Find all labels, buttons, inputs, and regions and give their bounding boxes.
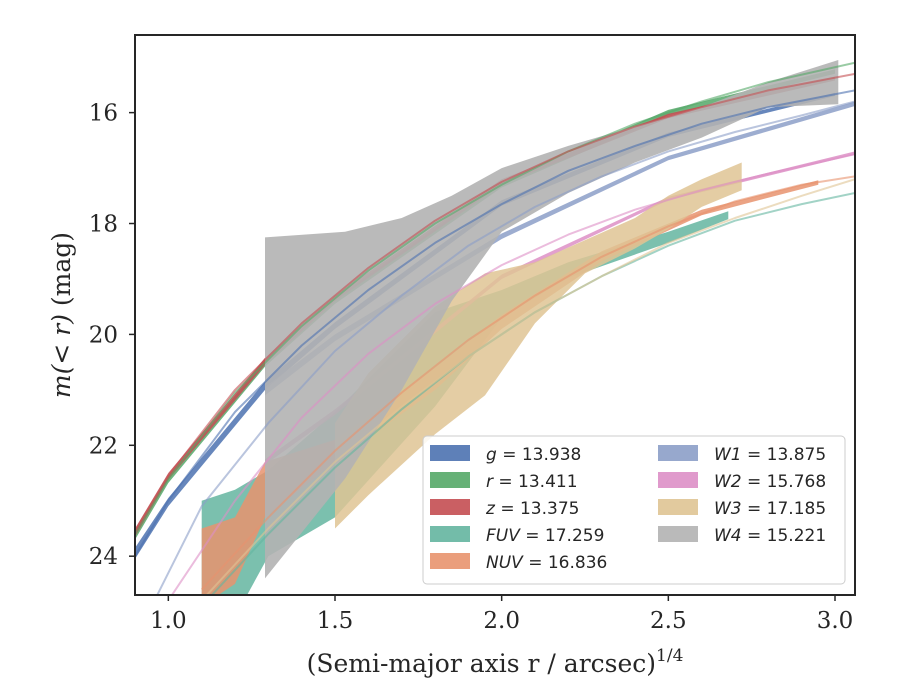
x-axis-label-text: (Semi-major axis r / arcsec) [307, 649, 656, 678]
x-tick-label: 1.5 [317, 608, 354, 634]
y-tick-label: 20 [89, 322, 118, 348]
model-curve-r [135, 61, 855, 535]
x-tick-label: 2.5 [650, 608, 687, 634]
legend: g = 13.938 r = 13.411 z = 13.375 FUV = 17.2… [422, 435, 846, 585]
y-axis-label-unit: (mag) [47, 232, 76, 314]
legend-label-w2: W2 = 15.768 [714, 472, 826, 492]
legend-label-nuv: NUV = 16.836 [486, 553, 607, 573]
legend-swatch-w1 [658, 445, 698, 461]
band-fuv [201, 211, 729, 595]
model-curve-nuv [200, 175, 855, 591]
x-tick-label: 2.0 [483, 608, 520, 634]
legend-label-w4: W4 = 15.221 [714, 526, 826, 546]
legend-label-fuv: FUV = 17.259 [486, 526, 604, 546]
legend-swatch-w4 [658, 526, 698, 542]
legend-label-z: z = 13.375 [485, 499, 579, 519]
plot-frame [134, 34, 856, 596]
y-tick-label: 18 [89, 212, 118, 238]
y-axis-label-symbol: m(< r) [47, 314, 76, 398]
legend-swatch-g [430, 445, 470, 461]
legend-frame [422, 435, 846, 585]
y-tick-label: 16 [89, 101, 118, 127]
legend-entries: g = 13.938 r = 13.411 z = 13.375 FUV = 17.2… [430, 445, 826, 573]
y-axis-label: m(< r) (mag) [47, 232, 76, 398]
legend-label-r: r = 13.411 [486, 472, 578, 492]
y-tick-label: 24 [89, 544, 118, 570]
legend-swatch-z [430, 499, 470, 515]
x-tick-label: 1.0 [150, 608, 187, 634]
band-w4 [265, 60, 839, 579]
series-layer [135, 60, 855, 595]
legend-swatch-w2 [658, 472, 698, 488]
legend-swatch-r [430, 472, 470, 488]
model-curve-w2 [170, 153, 855, 595]
model-curve-w1 [156, 100, 855, 595]
x-axis-label: (Semi-major axis r / arcsec)1/4 [307, 646, 684, 678]
legend-swatch-w3 [658, 499, 698, 515]
ticks-layer: 1.0 1.5 2.0 2.5 3.0 16 18 20 22 24 [89, 101, 854, 634]
x-axis-label-power: 1/4 [656, 646, 683, 666]
x-tick-label: 3.0 [817, 608, 854, 634]
legend-label-w1: W1 = 13.875 [714, 445, 826, 465]
legend-swatch-nuv [430, 553, 470, 569]
model-curve-z [135, 72, 855, 532]
model-curve-w3 [205, 178, 855, 595]
legend-label-g: g = 13.938 [486, 445, 581, 465]
y-tick-label: 22 [89, 433, 118, 459]
model-curve-g [135, 89, 855, 557]
legend-swatch-fuv [430, 526, 470, 542]
legend-label-w3: W3 = 17.185 [714, 499, 826, 519]
